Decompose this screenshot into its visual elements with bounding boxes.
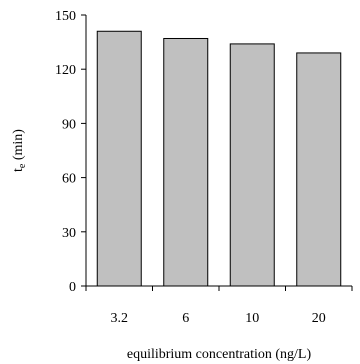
bar-3.2 [96,30,142,287]
y-axis-title-unit: (min) [11,129,26,164]
y-tick-label: 30 [62,226,76,241]
y-tick-label: 90 [62,117,76,132]
y-axis-title: te (min) [11,129,28,172]
bar-10 [229,43,275,287]
bars-group [96,30,342,287]
x-tick-label: 20 [312,311,326,326]
y-tick-label: 60 [62,172,76,187]
y-axis-title-main: t [11,168,26,172]
x-tick-label: 6 [182,311,189,326]
bar-6 [163,37,209,287]
y-ticks-group: 0 30 60 90 120 150 [55,9,86,295]
y-axis-title-subscript: e [17,163,28,168]
x-tick-label: 3.2 [111,311,129,326]
x-tick-label: 10 [245,311,259,326]
bar-20 [296,52,342,287]
y-tick-label: 120 [55,63,76,78]
y-tick-label: 150 [55,9,76,24]
x-axis-title: equilibrium concentration (ng/L) [127,347,312,362]
y-tick-label: 0 [69,280,76,295]
x-ticks-group: 3.2 6 10 20 [85,286,353,326]
